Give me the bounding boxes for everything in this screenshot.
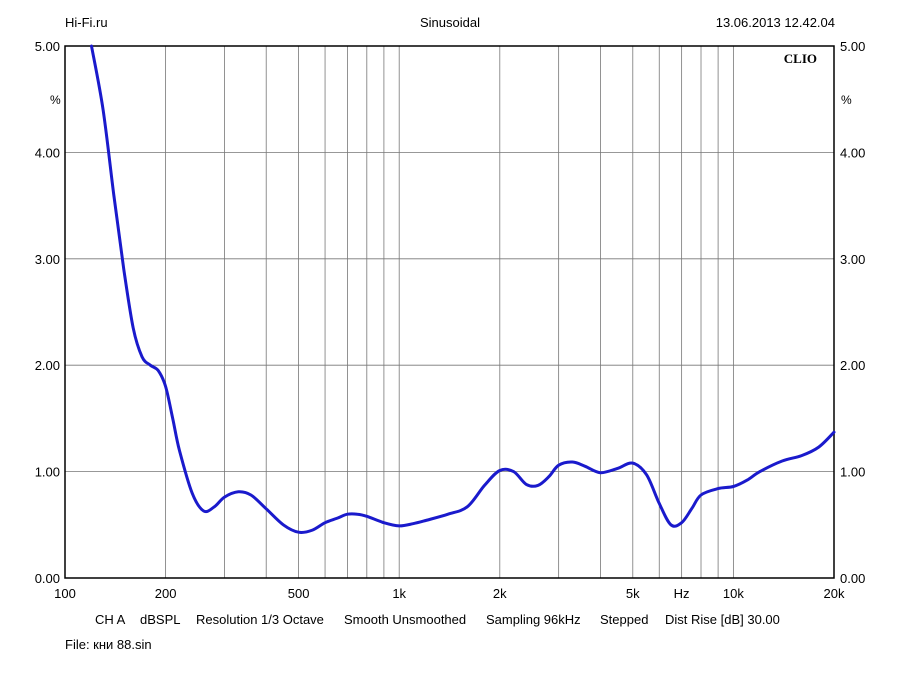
y-tick-label: 1.00 bbox=[35, 465, 60, 480]
resolution-label: Resolution 1/3 Octave bbox=[196, 612, 324, 627]
x-tick-label: 100 bbox=[54, 586, 76, 601]
channel-label: CH A bbox=[95, 612, 126, 627]
y-tick-label: 4.00 bbox=[35, 145, 60, 160]
stepped-label: Stepped bbox=[600, 612, 649, 627]
y-tick-label: 2.00 bbox=[35, 358, 60, 373]
y-tick-label: 3.00 bbox=[35, 252, 60, 267]
y-tick-label: 1.00 bbox=[840, 465, 865, 480]
header-title: Sinusoidal bbox=[420, 15, 480, 30]
file-name: File: кни 88.sin bbox=[65, 637, 152, 652]
y-unit-left: % bbox=[50, 93, 61, 107]
y-axis-right: 0.00 1.00 2.00 3.00 4.00 5.00 bbox=[840, 39, 865, 586]
x-tick-label: 1k bbox=[392, 586, 406, 601]
sampling-label: Sampling 96kHz bbox=[486, 612, 581, 627]
x-tick-label: 10k bbox=[723, 586, 744, 601]
x-tick-label: 500 bbox=[288, 586, 310, 601]
y-tick-label: 5.00 bbox=[35, 39, 60, 54]
plot-frame bbox=[64, 45, 835, 579]
y-tick-label: 2.00 bbox=[840, 358, 865, 373]
distortion-curve bbox=[90, 44, 836, 534]
y-tick-label: 4.00 bbox=[840, 145, 865, 160]
chart-grid bbox=[65, 46, 834, 578]
smooth-label: Smooth Unsmoothed bbox=[344, 612, 467, 627]
y-tick-label: 5.00 bbox=[840, 39, 865, 54]
dist-rise-label: Dist Rise [dB] 30.00 bbox=[665, 612, 780, 627]
x-axis: 100 200 500 1k 2k 5k Hz 10k 20k bbox=[54, 586, 845, 601]
y-tick-label: 0.00 bbox=[840, 571, 865, 586]
clio-brand: CLIO bbox=[784, 51, 817, 66]
x-tick-label: 5k bbox=[626, 586, 640, 601]
header-left-label: Hi-Fi.ru bbox=[65, 15, 108, 30]
y-unit-right: % bbox=[841, 93, 852, 107]
x-tick-label: 20k bbox=[824, 586, 845, 601]
unit-label: dBSPL bbox=[140, 612, 181, 627]
y-tick-label: 0.00 bbox=[35, 571, 60, 586]
x-tick-label: 200 bbox=[155, 586, 177, 601]
header-timestamp: 13.06.2013 12.42.04 bbox=[715, 15, 835, 30]
y-tick-label: 3.00 bbox=[840, 252, 865, 267]
y-axis-left: 0.00 1.00 2.00 3.00 4.00 5.00 bbox=[35, 39, 60, 586]
x-tick-label: Hz bbox=[674, 586, 690, 601]
x-tick-label: 2k bbox=[493, 586, 507, 601]
